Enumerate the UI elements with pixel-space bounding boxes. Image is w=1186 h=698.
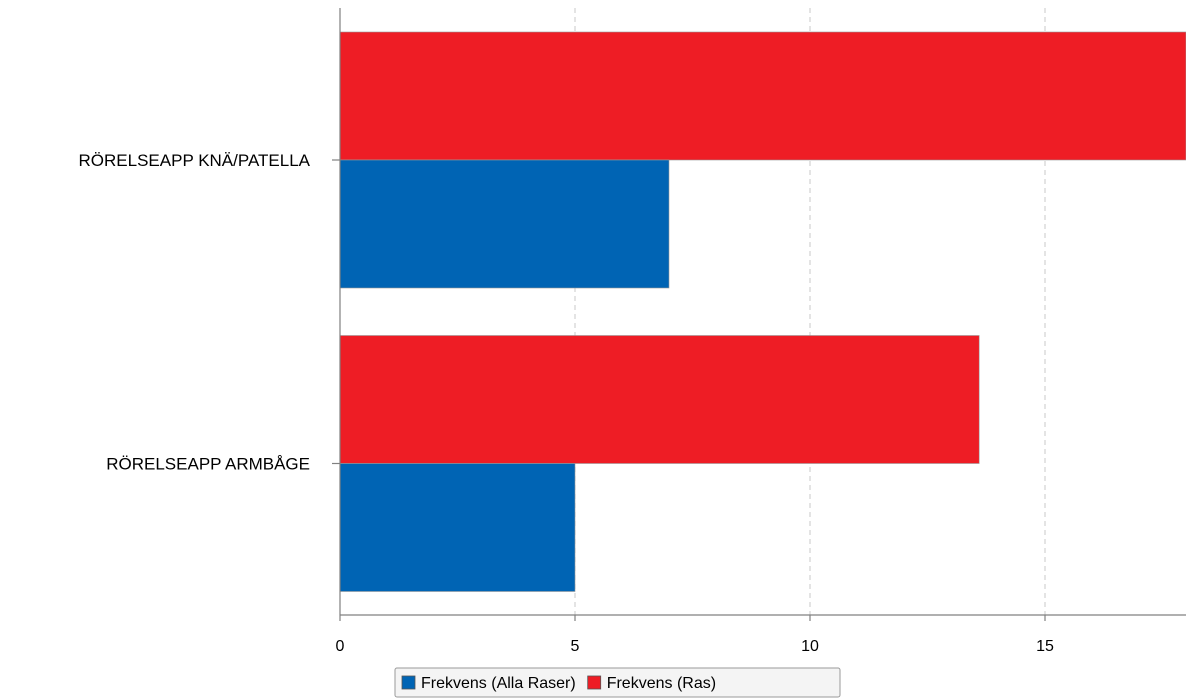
legend-label-ras: Frekvens (Ras): [607, 675, 716, 692]
x-tick-label: 0: [336, 638, 345, 655]
legend: Frekvens (Alla Raser) Frekvens (Ras): [394, 667, 841, 698]
bar-alla-raser-2: [339, 463, 576, 592]
category-label: RÖRELSEAPP KNÄ/PATELLA: [79, 151, 311, 170]
x-tick-label: 15: [1036, 638, 1054, 655]
category-labels: RÖRELSEAPP KNÄ/PATELLA RÖRELSEAPP ARMBÅGE: [79, 151, 311, 474]
bar-alla-raser-1: [339, 159, 670, 289]
legend-box: [394, 667, 841, 698]
axes: [332, 8, 1186, 621]
legend-swatch-alla-raser: [401, 675, 416, 690]
bars: [339, 31, 1186, 592]
x-tick-label: 5: [571, 638, 580, 655]
x-tick-label: 10: [801, 638, 819, 655]
bar-ras-2: [339, 335, 980, 464]
bar-ras-1: [339, 31, 1186, 161]
legend-swatch-ras: [587, 675, 602, 690]
legend-label-alla-raser: Frekvens (Alla Raser): [421, 675, 576, 692]
category-label: RÖRELSEAPP ARMBÅGE: [106, 455, 310, 474]
x-tick-labels: 0 5 10 15: [336, 638, 1054, 655]
